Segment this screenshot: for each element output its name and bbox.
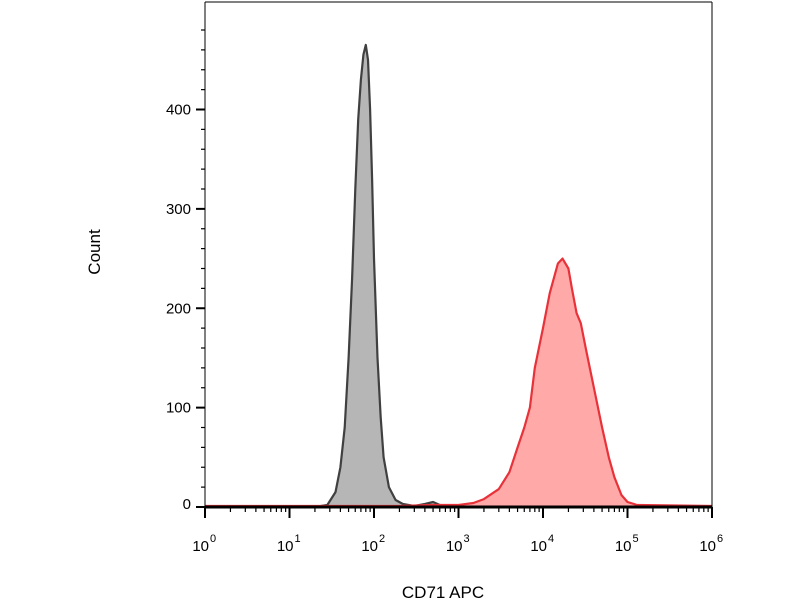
x-tick-label: 10 1 [277,533,301,555]
y-tick-label: 0 [183,496,191,513]
x-tick-label: 10 6 [699,533,723,555]
x-axis-title: CD71 APC [402,583,484,600]
x-tick-label-base: 10 [446,538,463,555]
x-tick-label-exponent: 6 [717,533,723,545]
y-tick-label: 300 [166,201,191,218]
y-tick-label: 400 [166,102,191,119]
plot-frame [204,1,713,509]
y-axis: 0 100 200 300 400 [166,29,205,513]
x-tick-label-base: 10 [361,538,378,555]
y-tick-label: 100 [166,400,191,417]
x-tick-label: 10 5 [615,533,639,555]
x-tick-label-base: 10 [530,538,547,555]
x-tick-label: 10 3 [446,533,470,555]
x-tick-label-base: 10 [699,538,716,555]
x-tick-label-exponent: 1 [295,533,301,545]
y-tick-label: 200 [166,300,191,317]
x-tick-label-base: 10 [615,538,632,555]
x-tick-label-exponent: 4 [548,533,554,545]
x-tick-label-exponent: 2 [379,533,385,545]
x-tick-label: 10 2 [361,533,385,555]
x-tick-label-exponent: 3 [464,533,470,545]
x-tick-label-base: 10 [192,538,209,555]
series-layer [205,43,713,509]
x-tick-label-exponent: 5 [633,533,639,545]
x-tick-label-base: 10 [277,538,294,555]
x-tick-label-exponent: 0 [210,533,216,545]
x-tick-label: 10 0 [192,533,216,555]
series-0-area [205,44,712,508]
y-axis-title: Count [85,229,104,275]
x-axis: 10 0 10 1 10 2 10 3 10 4 10 5 10 6 [192,507,723,555]
series-1-line [205,257,713,508]
x-tick-label: 10 4 [530,533,554,555]
series-0-line [205,43,712,509]
series-1-area [205,258,712,507]
